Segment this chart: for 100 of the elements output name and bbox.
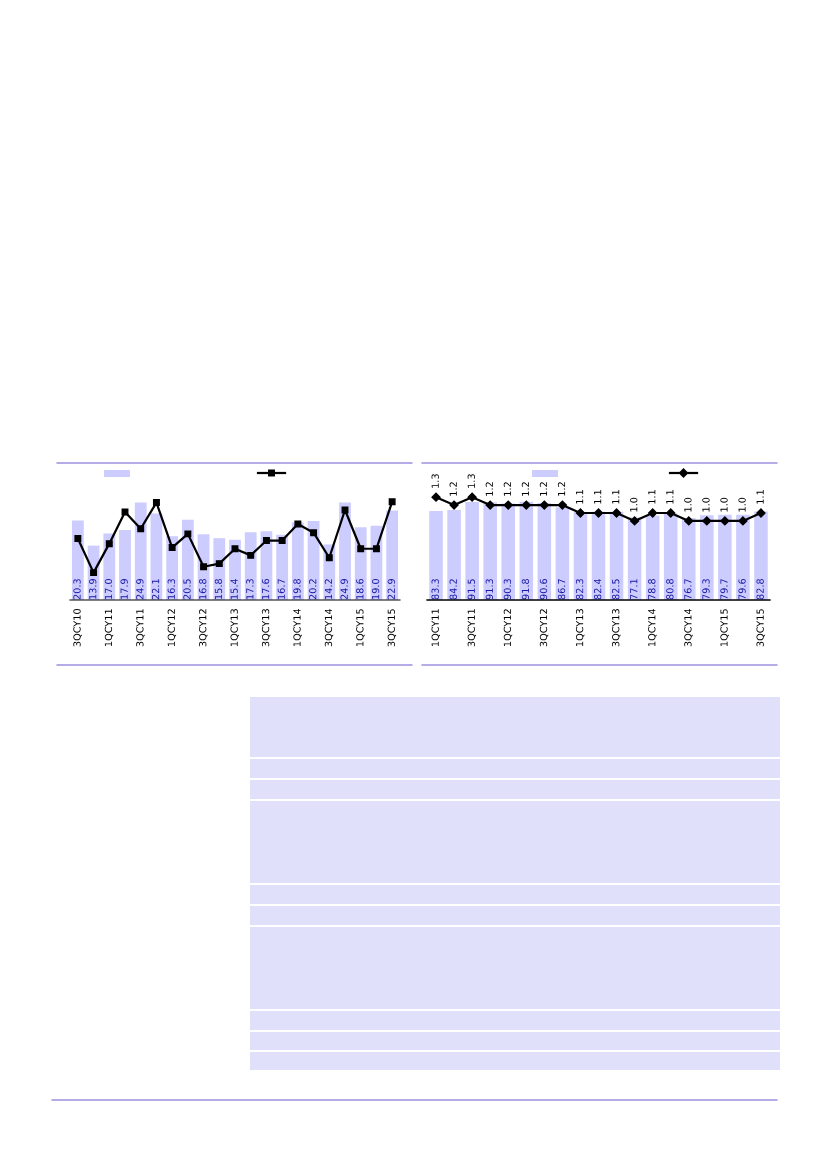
data-label: 82.4 (593, 578, 602, 600)
x-tick-label: 3QCY12 (199, 609, 208, 647)
bar (681, 517, 696, 600)
point (294, 520, 302, 528)
x-tick-label: 1QCY11 (104, 609, 114, 647)
data-label: 24.9 (340, 579, 348, 600)
data-label: 20.5 (183, 579, 191, 600)
data-label: 24.9 (136, 579, 144, 600)
x-tick-label: 1QCY15 (720, 609, 729, 647)
x-tick-label: 1QCY15 (356, 609, 365, 647)
data-label: 1.0 (738, 497, 746, 512)
data-label: 91.8 (521, 579, 530, 600)
data-label: 1.0 (684, 497, 692, 512)
bar (244, 532, 257, 600)
data-label: 82.8 (756, 579, 764, 600)
bar (483, 502, 497, 600)
data-label: 1.2 (539, 482, 548, 496)
bar (429, 510, 443, 600)
bar (465, 502, 479, 600)
data-label: 90.3 (503, 579, 512, 600)
data-label: 78.8 (648, 579, 656, 600)
bar (700, 515, 714, 600)
bar (645, 515, 660, 600)
data-label: 17.9 (120, 579, 128, 599)
x-tick-label: 1QCY12 (503, 609, 513, 647)
data-label: 22.1 (151, 579, 160, 600)
point (388, 498, 396, 506)
point (666, 508, 676, 518)
data-label: 79.3 (702, 579, 710, 600)
x-tick-label: 1QCY13 (230, 609, 239, 647)
data-label: 79.7 (720, 579, 728, 600)
point (431, 492, 441, 502)
point (557, 500, 568, 510)
bar (276, 534, 289, 600)
point (372, 545, 380, 553)
point (74, 535, 82, 543)
point (247, 551, 255, 559)
data-label: 20.2 (309, 579, 317, 600)
point (121, 508, 129, 516)
data-label: 1.2 (521, 482, 529, 496)
point (593, 508, 604, 518)
bar (119, 529, 131, 600)
data-label: 1.2 (485, 482, 493, 496)
data-label: 1.1 (666, 490, 674, 504)
data-label: 1.1 (612, 490, 620, 504)
data-label: 15.8 (214, 579, 223, 599)
point (168, 544, 176, 552)
point (503, 500, 513, 510)
point (467, 492, 477, 502)
point (539, 500, 549, 510)
data-label: 83.3 (431, 579, 439, 600)
bar (339, 502, 351, 600)
data-label: 80.8 (666, 579, 674, 600)
point (152, 499, 160, 507)
point (278, 537, 286, 544)
data-label: 14.2 (324, 579, 332, 599)
bar (447, 509, 461, 600)
data-label: 91.5 (467, 579, 475, 600)
data-label: 16.3 (167, 579, 175, 599)
data-label: 13.9 (89, 579, 97, 599)
x-tick-label: 1QCY13 (575, 609, 585, 647)
data-label: 18.6 (356, 578, 364, 599)
data-label: 1.0 (720, 497, 728, 512)
data-label: 91.3 (485, 579, 494, 600)
data-label: 82.5 (612, 579, 620, 600)
point (648, 508, 658, 518)
data-label: 77.1 (630, 579, 638, 600)
point (262, 537, 270, 544)
point (215, 560, 223, 568)
x-tick-label: 3QCY15 (387, 609, 397, 647)
data-label: 1.0 (630, 497, 638, 512)
point (521, 500, 531, 510)
point (137, 525, 145, 533)
data-label: 1.1 (648, 490, 656, 504)
data-label: 1.2 (557, 482, 566, 496)
data-label: 1.1 (594, 490, 602, 504)
data-label: 1.2 (449, 482, 457, 496)
x-tick-label: 3QCY15 (756, 609, 765, 647)
data-label: 1.0 (702, 497, 710, 512)
data-label: 1.1 (576, 490, 584, 504)
data-label: 16.8 (199, 579, 207, 599)
point (105, 540, 113, 548)
data-label: 19.0 (371, 579, 380, 599)
data-label: 19.8 (293, 579, 301, 599)
point (310, 529, 318, 537)
x-tick-label: 1QCY14 (648, 608, 657, 647)
x-tick-label: 3QCY14 (324, 608, 334, 647)
point (485, 500, 495, 510)
bar (754, 511, 768, 600)
x-tick-label: 3QCY12 (539, 609, 549, 647)
data-label: 90.6 (539, 578, 548, 600)
point (184, 530, 192, 538)
bar (555, 507, 570, 600)
data-label: 17.3 (246, 579, 254, 599)
point (702, 516, 712, 526)
point (611, 508, 622, 518)
x-tick-label: 3QCY11 (467, 609, 477, 647)
x-tick-label: 1QCY12 (167, 609, 177, 647)
bar (501, 503, 516, 600)
data-label: 20.3 (73, 579, 81, 600)
